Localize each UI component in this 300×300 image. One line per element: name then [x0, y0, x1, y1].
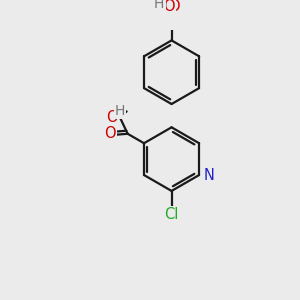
- Text: H: H: [154, 0, 164, 11]
- Text: O: O: [106, 110, 118, 125]
- Text: Cl: Cl: [164, 207, 179, 222]
- Text: N: N: [204, 167, 215, 182]
- Text: O: O: [168, 0, 180, 14]
- Text: O: O: [164, 0, 175, 14]
- Text: H: H: [115, 104, 125, 118]
- Text: O: O: [104, 126, 116, 141]
